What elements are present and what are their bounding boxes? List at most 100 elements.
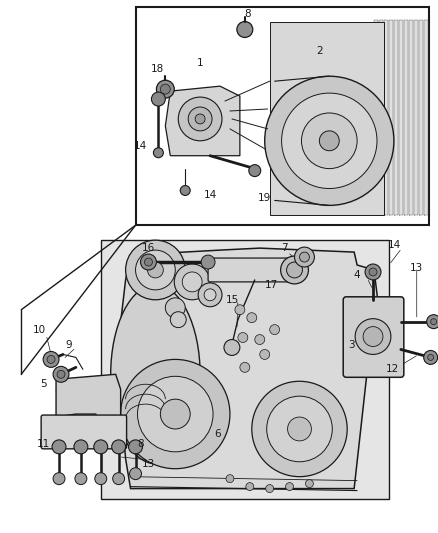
Circle shape [144, 258, 152, 266]
Text: 15: 15 [226, 295, 239, 305]
Bar [398, 20, 402, 215]
Circle shape [204, 289, 215, 301]
Circle shape [137, 376, 212, 452]
Polygon shape [56, 374, 120, 429]
Circle shape [239, 362, 249, 373]
Circle shape [259, 350, 269, 359]
Circle shape [140, 254, 156, 270]
Circle shape [53, 366, 69, 382]
Circle shape [198, 283, 222, 307]
Circle shape [156, 80, 174, 98]
Circle shape [165, 298, 185, 318]
Circle shape [318, 131, 339, 151]
Circle shape [237, 333, 247, 343]
Circle shape [188, 107, 212, 131]
Text: 14: 14 [134, 141, 147, 151]
Bar [423, 20, 427, 215]
Bar [383, 20, 387, 215]
Circle shape [170, 312, 186, 328]
Circle shape [195, 114, 205, 124]
Circle shape [57, 370, 65, 378]
Circle shape [135, 250, 175, 290]
Text: 11: 11 [36, 439, 49, 449]
Text: 6: 6 [214, 429, 221, 439]
Circle shape [305, 480, 313, 488]
Ellipse shape [110, 285, 200, 464]
Text: 10: 10 [32, 325, 46, 335]
Circle shape [151, 92, 165, 106]
Bar [403, 20, 407, 215]
Text: 14: 14 [203, 190, 216, 200]
Circle shape [182, 272, 201, 292]
Circle shape [354, 319, 390, 354]
Text: 13: 13 [141, 459, 155, 469]
Circle shape [248, 165, 260, 176]
Circle shape [53, 473, 65, 484]
Bar [373, 20, 377, 215]
Circle shape [294, 247, 314, 267]
Circle shape [47, 356, 55, 364]
Circle shape [75, 473, 87, 484]
Circle shape [423, 351, 437, 365]
Text: 5: 5 [40, 379, 46, 389]
Text: 17: 17 [265, 280, 278, 290]
Circle shape [52, 440, 66, 454]
Circle shape [368, 268, 376, 276]
Text: 8: 8 [137, 439, 144, 449]
Circle shape [362, 327, 382, 346]
Text: 19: 19 [258, 193, 271, 204]
Circle shape [281, 93, 376, 189]
Text: 9: 9 [66, 340, 72, 350]
Circle shape [426, 314, 438, 329]
Circle shape [201, 255, 215, 269]
Circle shape [74, 440, 88, 454]
Bar [413, 20, 417, 215]
Circle shape [174, 264, 209, 300]
Circle shape [286, 262, 302, 278]
Circle shape [153, 148, 163, 158]
Text: 8: 8 [244, 9, 251, 19]
Circle shape [43, 351, 59, 367]
Text: 1: 1 [196, 58, 203, 68]
Circle shape [147, 262, 163, 278]
Text: 14: 14 [387, 240, 401, 250]
Circle shape [430, 319, 436, 325]
Circle shape [234, 305, 244, 314]
Circle shape [129, 468, 141, 480]
Circle shape [128, 440, 142, 454]
Circle shape [120, 359, 230, 469]
Text: 7: 7 [281, 243, 287, 253]
Bar [408, 20, 412, 215]
Circle shape [269, 325, 279, 335]
Circle shape [223, 340, 239, 356]
Circle shape [280, 256, 308, 284]
Circle shape [180, 185, 190, 196]
Bar [393, 20, 397, 215]
Text: 3: 3 [347, 340, 353, 350]
Circle shape [237, 21, 252, 37]
Circle shape [266, 396, 332, 462]
Text: 18: 18 [150, 64, 164, 74]
Circle shape [111, 440, 125, 454]
FancyBboxPatch shape [41, 415, 126, 449]
FancyBboxPatch shape [208, 258, 296, 282]
Circle shape [95, 473, 106, 484]
FancyBboxPatch shape [343, 297, 403, 377]
Circle shape [265, 484, 273, 492]
Text: 16: 16 [141, 243, 155, 253]
Polygon shape [165, 86, 239, 156]
Circle shape [245, 482, 253, 490]
Circle shape [160, 399, 190, 429]
Circle shape [178, 97, 222, 141]
Bar [388, 20, 392, 215]
Circle shape [287, 417, 311, 441]
Circle shape [113, 473, 124, 484]
Circle shape [125, 240, 185, 300]
Circle shape [264, 76, 393, 205]
Polygon shape [101, 240, 388, 498]
Bar [418, 20, 422, 215]
Text: 4: 4 [353, 270, 360, 280]
Text: 2: 2 [315, 46, 322, 56]
Circle shape [299, 252, 309, 262]
Text: 13: 13 [409, 263, 422, 273]
